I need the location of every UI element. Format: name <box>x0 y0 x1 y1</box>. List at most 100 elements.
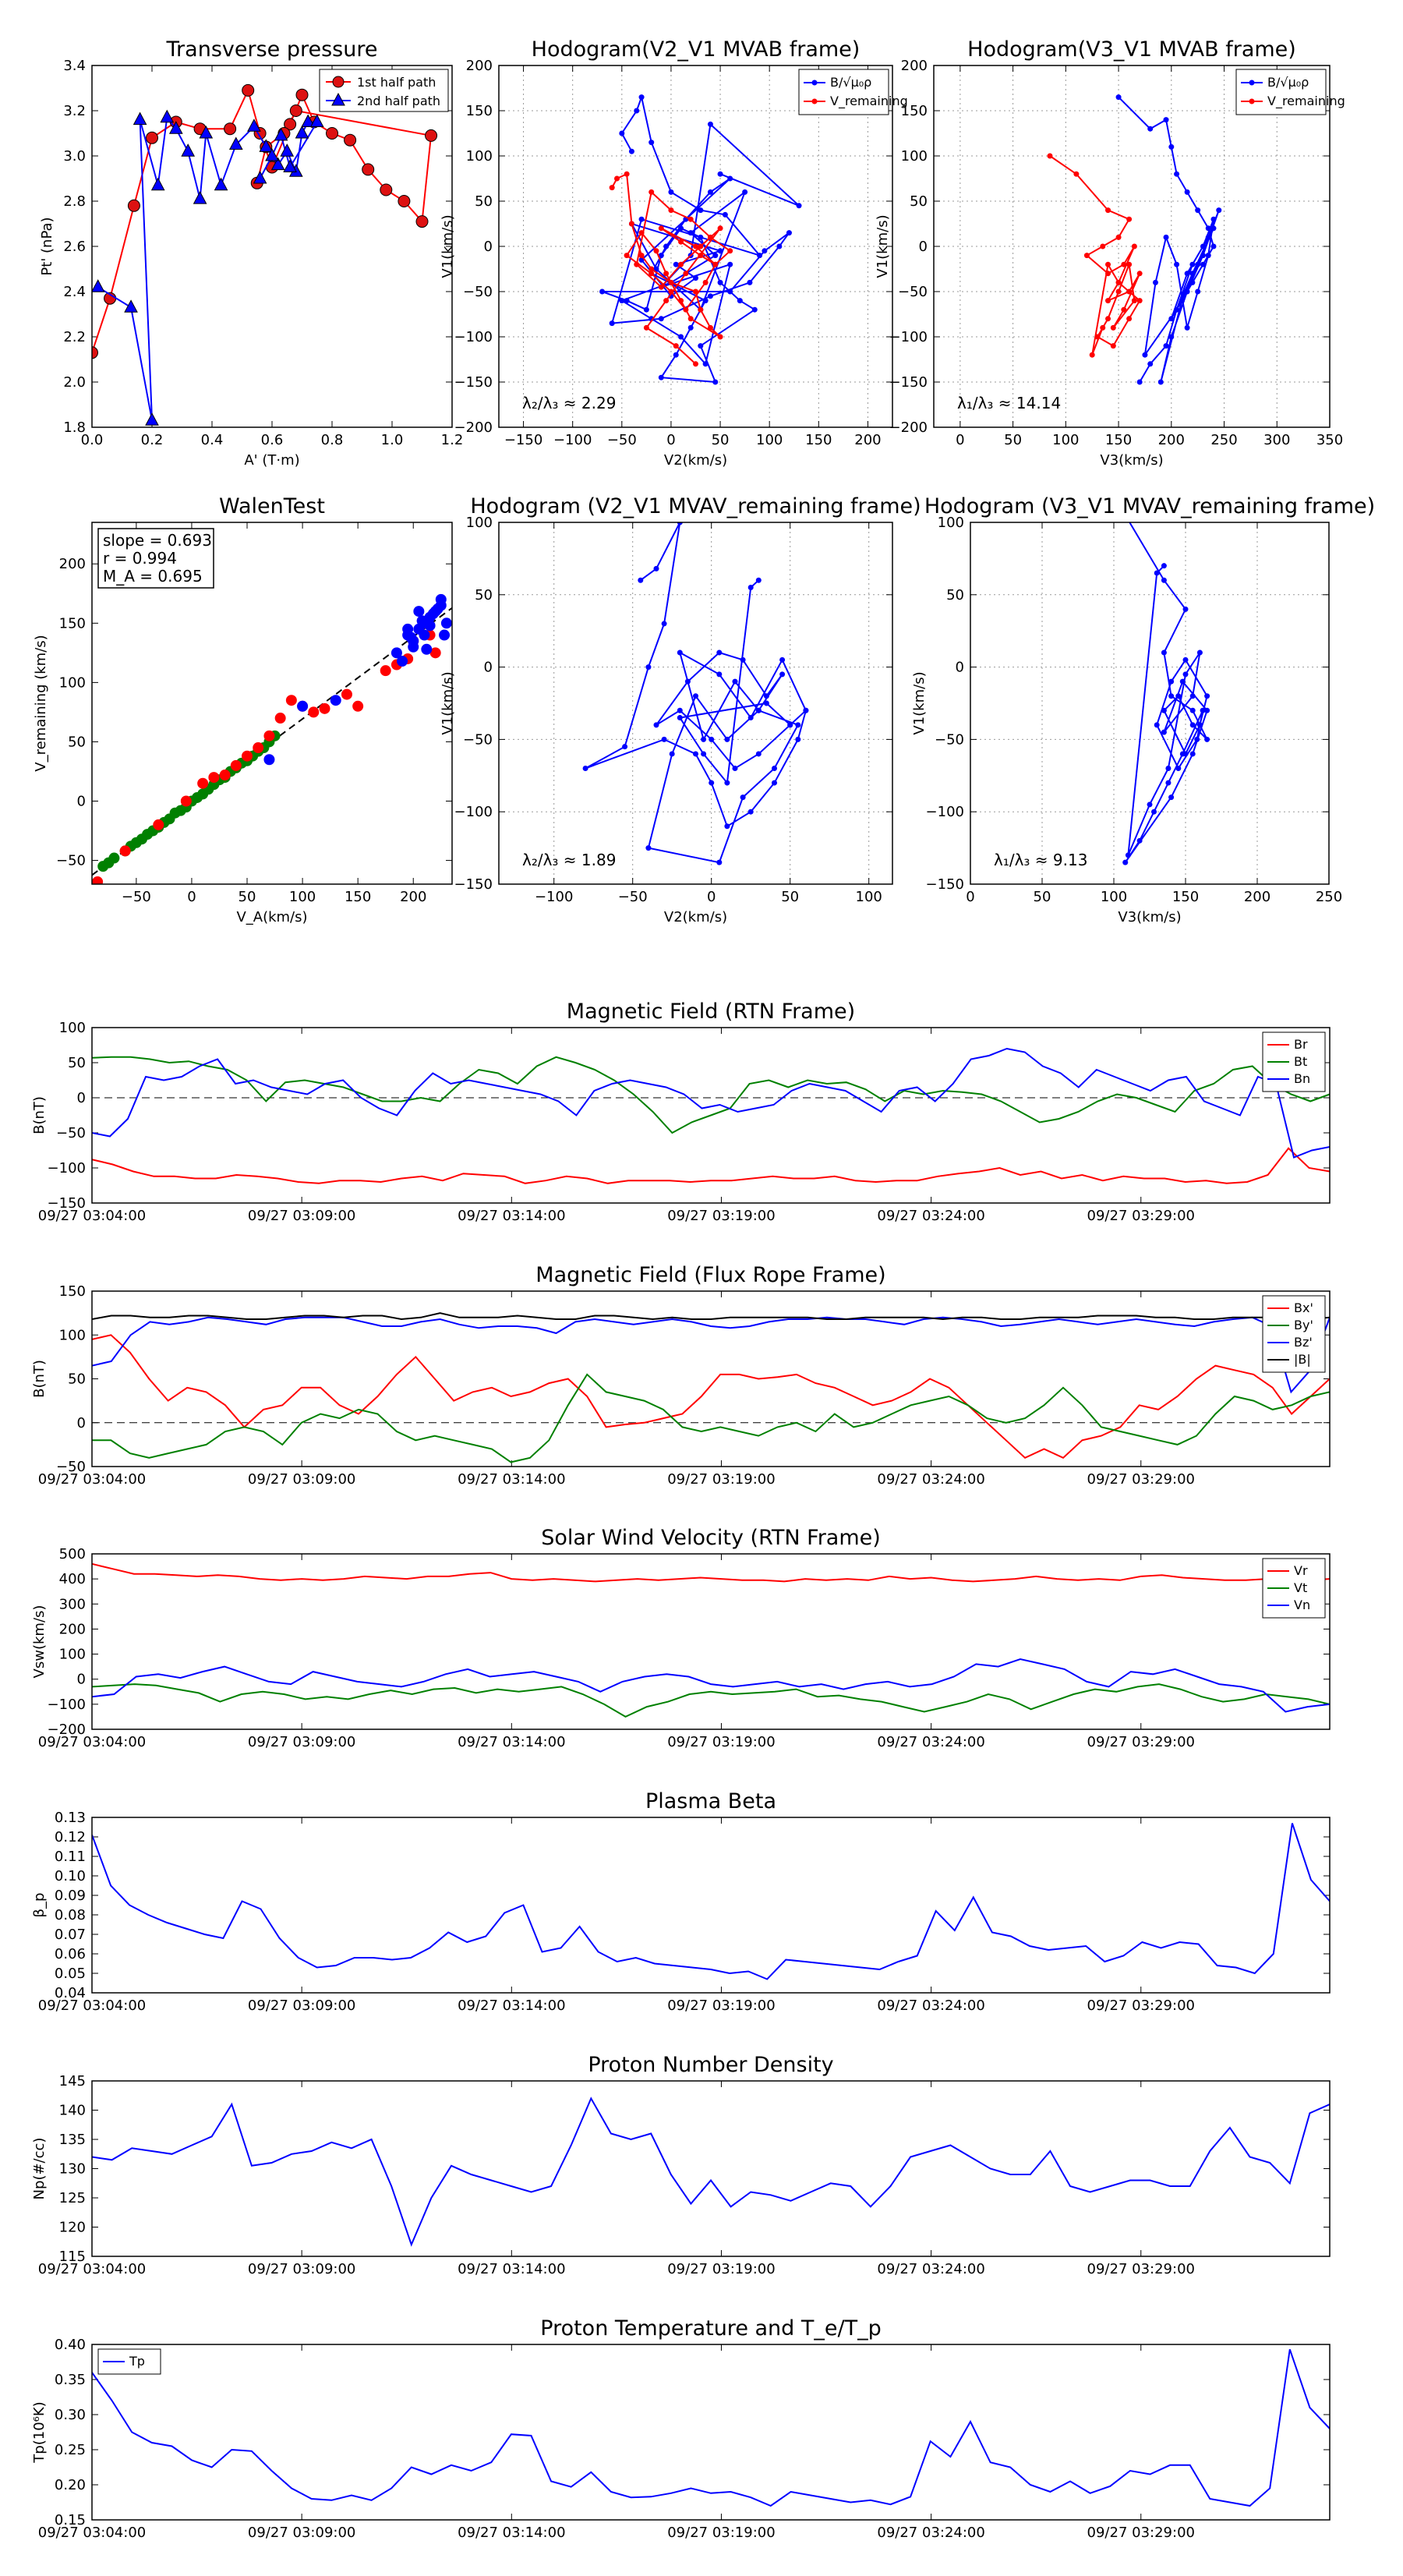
y-tick-label: 100 <box>59 674 86 691</box>
series-point <box>693 751 698 757</box>
y-tick-label: −200 <box>889 419 928 436</box>
x-tick-label: 0.8 <box>321 432 344 448</box>
series-point <box>698 306 704 313</box>
series-line-Bx' <box>92 1334 1330 1459</box>
scatter-point-red <box>219 770 231 781</box>
legend-box <box>97 2348 161 2375</box>
series-point <box>648 189 655 195</box>
x-tick-label: 0.2 <box>141 432 164 448</box>
x-tick-label: 50 <box>239 889 256 905</box>
plot-area <box>499 522 892 884</box>
series-point <box>1205 234 1211 240</box>
series-point <box>653 266 659 272</box>
series-point <box>755 577 762 583</box>
x-tick-label: 0 <box>187 889 196 905</box>
series-point <box>609 320 615 327</box>
y-tick-label: 200 <box>59 556 86 572</box>
scatter-point-red <box>263 730 275 741</box>
marker-triangle <box>92 279 105 292</box>
series-point <box>684 678 691 685</box>
series-point <box>717 334 723 340</box>
legend-marker <box>811 98 818 104</box>
x-tick-label: 150 <box>1105 432 1132 448</box>
series-point <box>1121 306 1127 313</box>
marker-triangle <box>283 159 297 172</box>
series-point <box>1189 261 1196 267</box>
scatter-point-red <box>319 702 330 714</box>
y-tick-label: 200 <box>59 1621 86 1637</box>
series-point <box>658 374 664 380</box>
x-tick-label: 100 <box>1101 889 1127 905</box>
series-point <box>614 175 620 182</box>
marker-triangle <box>150 177 165 191</box>
y-tick-label: −50 <box>898 284 928 300</box>
series-point <box>1126 216 1133 222</box>
x-tick-label: 1.2 <box>441 432 464 448</box>
series-point <box>1161 577 1167 583</box>
series-point <box>1200 261 1206 267</box>
series-point <box>668 288 674 295</box>
y-tick-label: −50 <box>463 284 493 300</box>
y-axis-label: B(nT) <box>31 1360 48 1398</box>
scatter-point-blue <box>391 647 402 659</box>
series-point <box>712 253 719 259</box>
chart-title: Magnetic Field (Flux Rope Frame) <box>535 1263 885 1287</box>
series-point <box>1216 207 1222 214</box>
y-tick-label: 0.09 <box>55 1888 86 1904</box>
series-point <box>751 306 758 313</box>
series-point <box>1175 766 1182 772</box>
x-tick-label: 100 <box>856 889 882 905</box>
series-point <box>609 185 615 191</box>
series-point <box>683 306 689 313</box>
series-point <box>638 577 644 583</box>
chart-title: Proton Temperature and T_e/T_p <box>540 2316 881 2341</box>
legend-label: Br <box>1294 1037 1308 1052</box>
series-point <box>702 279 709 285</box>
series-point <box>698 343 704 349</box>
y-axis-label: V1(km/s) <box>440 671 456 734</box>
series-point <box>1168 678 1175 685</box>
y-tick-label: 115 <box>59 2249 86 2265</box>
series-point <box>1189 707 1196 713</box>
scatter-point-red <box>242 750 253 762</box>
marker-triangle <box>259 139 274 152</box>
y-tick-label: −150 <box>454 374 493 391</box>
series-point <box>658 253 664 259</box>
y-tick-label: 130 <box>59 2161 86 2178</box>
series-point <box>645 845 652 851</box>
plot-frame <box>91 1553 1331 1730</box>
series-point <box>1195 261 1201 267</box>
scatter-point-red <box>230 759 242 771</box>
series-point <box>1182 606 1189 612</box>
series-point <box>1161 649 1167 656</box>
scatter-point-blue <box>397 655 408 667</box>
x-tick-label: 09/27 03:14:00 <box>458 2525 565 2541</box>
legend-marker-triangle <box>331 92 345 106</box>
x-tick-label: 0 <box>966 889 974 905</box>
x-tick-label: 09/27 03:19:00 <box>667 1208 775 1224</box>
y-tick-label: 120 <box>59 2220 86 2236</box>
series-point <box>1122 859 1129 865</box>
y-tick-label: 0.10 <box>55 1868 86 1884</box>
series-point <box>1182 656 1189 663</box>
series-point <box>582 766 588 772</box>
panel-plasma-beta: Plasma Beta 09/27 03:04:00 09/27 03:09:00 0… <box>31 1789 1331 2014</box>
y-tick-label: 150 <box>59 615 86 632</box>
series-point <box>1174 306 1180 313</box>
series-point <box>653 565 659 571</box>
marker-circle <box>398 195 411 207</box>
x-tick-label: 200 <box>1158 432 1185 448</box>
x-tick-label: 09/27 03:14:00 <box>458 1997 565 2014</box>
x-tick-label: 0.4 <box>201 432 224 448</box>
marker-circle <box>92 346 98 359</box>
series-point <box>772 766 777 772</box>
marker-triangle <box>301 114 316 127</box>
scatter-point-red <box>341 688 352 700</box>
series-point <box>1157 379 1164 385</box>
series-point <box>717 171 723 177</box>
annotation-line: r = 0.994 <box>103 549 177 568</box>
y-tick-label: 0 <box>77 794 86 810</box>
legend-label: Bt <box>1294 1054 1307 1069</box>
series-point <box>1100 243 1106 249</box>
